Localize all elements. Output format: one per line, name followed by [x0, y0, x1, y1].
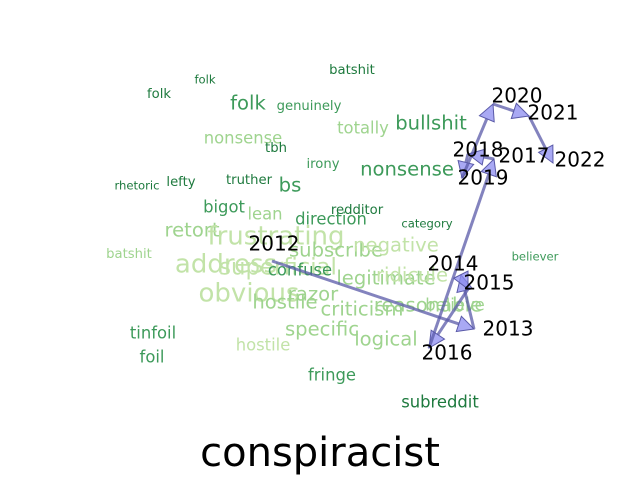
- cloud-word: believe: [425, 296, 484, 315]
- cloud-word: subreddit: [401, 393, 479, 412]
- cloud-word: hostile: [252, 291, 317, 314]
- year-label: 2017: [499, 144, 550, 168]
- year-label: 2022: [555, 148, 606, 172]
- trajectory-segment: [492, 102, 515, 113]
- cloud-word: criticism: [321, 298, 404, 321]
- word-cloud: batshit folk folk folk genuinely nonsense tota…: [106, 63, 558, 412]
- cloud-word: frustrating: [207, 222, 344, 252]
- year-label: 2021: [528, 101, 579, 125]
- trajectory-arrowhead: [478, 102, 495, 123]
- cloud-word: batshit: [106, 247, 152, 262]
- cloud-word: batshit: [329, 63, 375, 78]
- cloud-word: redditor: [331, 203, 384, 218]
- trajectory-segment: [483, 155, 495, 161]
- cloud-word: tbh: [265, 141, 287, 156]
- cloud-word: truther: [226, 173, 273, 188]
- trajectory-segment: [464, 153, 470, 163]
- cloud-word: category: [401, 217, 452, 231]
- cloud-word: razor: [288, 283, 339, 306]
- cloud-word: negative: [353, 234, 439, 257]
- cloud-word: address: [175, 250, 277, 280]
- trajectory-arrowhead: [455, 315, 476, 333]
- cloud-word: folk: [194, 73, 215, 87]
- cloud-word: folk: [230, 92, 266, 115]
- cloud-word: obvious: [199, 279, 300, 309]
- year-label: 2020: [492, 84, 543, 108]
- cloud-word: retort: [164, 219, 219, 242]
- cloud-word: folk: [147, 87, 171, 102]
- trajectory-segment: [527, 115, 548, 150]
- trajectory-segment: [427, 173, 491, 349]
- cloud-word: hostile: [236, 336, 291, 355]
- cloud-word: nonsense: [204, 129, 282, 148]
- cloud-word: subscribe: [289, 239, 383, 262]
- trajectory-segment: [463, 290, 476, 330]
- chart-title: conspiracist: [200, 430, 440, 476]
- cloud-word: foil: [140, 348, 165, 367]
- year-label: 2014: [428, 252, 479, 276]
- trajectory-segment: [460, 118, 489, 179]
- trajectory-arrowhead: [510, 102, 531, 120]
- cloud-word: direction: [295, 210, 367, 229]
- cloud-word: logical: [354, 328, 418, 351]
- cloud-word: legitimate: [336, 267, 435, 290]
- cloud-word: bullshit: [395, 112, 467, 135]
- cloud-word: lefty: [166, 175, 195, 190]
- year-label: 2015: [464, 271, 515, 295]
- trajectory-arrows: [271, 102, 554, 349]
- trajectory-arrowhead: [480, 157, 497, 178]
- cloud-word: lean: [247, 205, 282, 224]
- cloud-word: bs: [279, 174, 302, 197]
- year-label: 2013: [483, 317, 534, 341]
- cloud-word: totally: [337, 119, 389, 138]
- trajectory-arrowhead: [452, 270, 469, 291]
- year-label: 2018: [453, 138, 504, 162]
- cloud-word: tinfoil: [130, 324, 176, 343]
- trajectory-segment: [436, 288, 470, 336]
- cloud-word: nonsense: [360, 158, 454, 181]
- cloud-word: genuinely: [277, 99, 342, 114]
- cloud-word: ridicule: [376, 264, 448, 287]
- year-label: 2016: [422, 341, 473, 365]
- year-label: 2012: [249, 232, 300, 256]
- cloud-word: bigot: [203, 198, 245, 217]
- year-label: 2019: [458, 166, 509, 190]
- cloud-word: believer: [512, 250, 559, 264]
- cloud-word: fringe: [308, 366, 356, 385]
- trajectory-segment: [271, 259, 460, 326]
- cloud-word: irony: [306, 157, 339, 172]
- cloud-word: specific: [285, 318, 359, 341]
- trajectory-arrowhead: [537, 144, 554, 164]
- cloud-word: rhetoric: [114, 179, 159, 193]
